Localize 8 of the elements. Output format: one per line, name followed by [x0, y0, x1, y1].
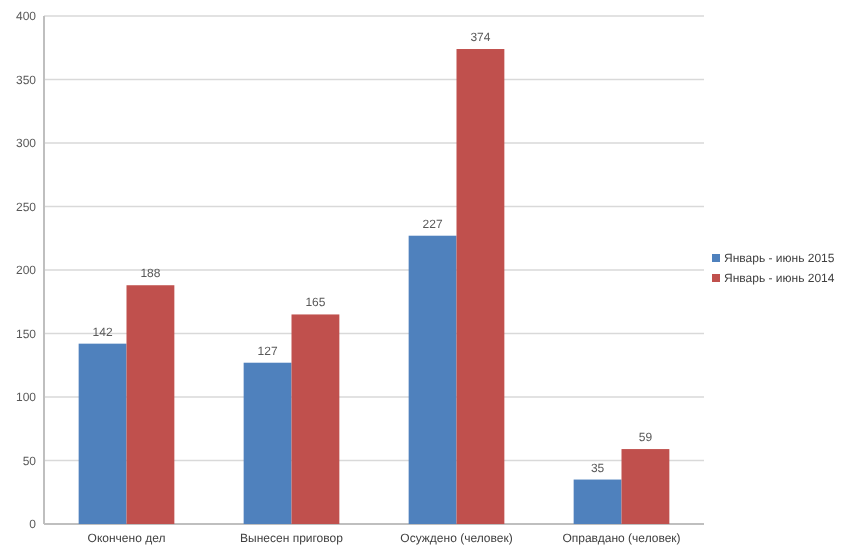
bar — [243, 362, 292, 524]
bar — [291, 314, 340, 524]
bar — [621, 449, 670, 524]
bar — [456, 49, 505, 524]
bar — [126, 285, 175, 524]
bar — [78, 343, 127, 524]
bar — [573, 479, 622, 524]
bar — [408, 235, 457, 524]
